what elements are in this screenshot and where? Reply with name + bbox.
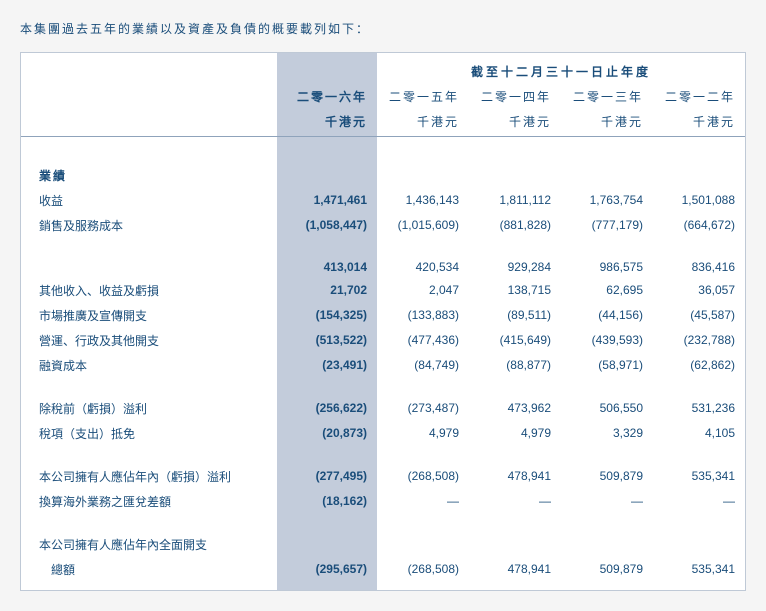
row-other-income: 其他收入、收益及虧損 21,702 2,047 138,715 62,695 3… xyxy=(21,278,745,303)
unit-2015: 千港元 xyxy=(377,109,469,137)
financial-table-container: 截至十二月三十一日止年度 二零一六年 二零一五年 二零一四年 二零一三年 二零一… xyxy=(20,52,746,591)
label-revenue: 收益 xyxy=(21,188,277,213)
year-2015: 二零一五年 xyxy=(377,84,469,109)
row-profit-before-tax: 除稅前（虧損）溢利 (256,622) (273,487) 473,962 50… xyxy=(21,396,745,421)
results-title: 業績 xyxy=(21,155,277,188)
year-2012: 二零一二年 xyxy=(653,84,745,109)
row-finance-cost: 融資成本 (23,491) (84,749) (88,877) (58,971)… xyxy=(21,353,745,378)
unit-2012: 千港元 xyxy=(653,109,745,137)
year-header-row: 二零一六年 二零一五年 二零一四年 二零一三年 二零一二年 xyxy=(21,84,745,109)
intro-text: 本集團過去五年的業績以及資產及負債的概要載列如下： xyxy=(20,20,746,37)
row-gross: 413,014 420,534 929,284 986,575 836,416 xyxy=(21,256,745,278)
row-attributable-profit: 本公司擁有人應佔年內（虧損）溢利 (277,495) (268,508) 478… xyxy=(21,464,745,489)
unit-2016: 千港元 xyxy=(277,109,377,137)
row-total-expense-line1: 本公司擁有人應佔年內全面開支 xyxy=(21,532,745,557)
row-total-expense-line2: 總額 (295,657) (268,508) 478,941 509,879 5… xyxy=(21,557,745,582)
year-2014: 二零一四年 xyxy=(469,84,561,109)
row-cost-of-sales: 銷售及服務成本 (1,058,447) (1,015,609) (881,828… xyxy=(21,213,745,238)
row-fx-difference: 換算海外業務之匯兌差額 (18,162) — — — — xyxy=(21,489,745,514)
unit-2013: 千港元 xyxy=(561,109,653,137)
row-marketing: 市場推廣及宣傳開支 (154,325) (133,883) (89,511) (… xyxy=(21,303,745,328)
unit-2014: 千港元 xyxy=(469,109,561,137)
row-admin: 營運、行政及其他開支 (513,522) (477,436) (415,649)… xyxy=(21,328,745,353)
year-2013: 二零一三年 xyxy=(561,84,653,109)
row-tax: 稅項（支出）抵免 (20,873) 4,979 4,979 3,329 4,10… xyxy=(21,421,745,446)
header-super-row: 截至十二月三十一日止年度 xyxy=(21,53,745,84)
section-results: 業績 xyxy=(21,155,745,188)
label-cost: 銷售及服務成本 xyxy=(21,213,277,238)
header-super: 截至十二月三十一日止年度 xyxy=(377,53,745,84)
row-revenue: 收益 1,471,461 1,436,143 1,811,112 1,763,7… xyxy=(21,188,745,213)
unit-row: 千港元 千港元 千港元 千港元 千港元 xyxy=(21,109,745,137)
financial-table: 截至十二月三十一日止年度 二零一六年 二零一五年 二零一四年 二零一三年 二零一… xyxy=(21,53,745,590)
year-2016: 二零一六年 xyxy=(277,84,377,109)
